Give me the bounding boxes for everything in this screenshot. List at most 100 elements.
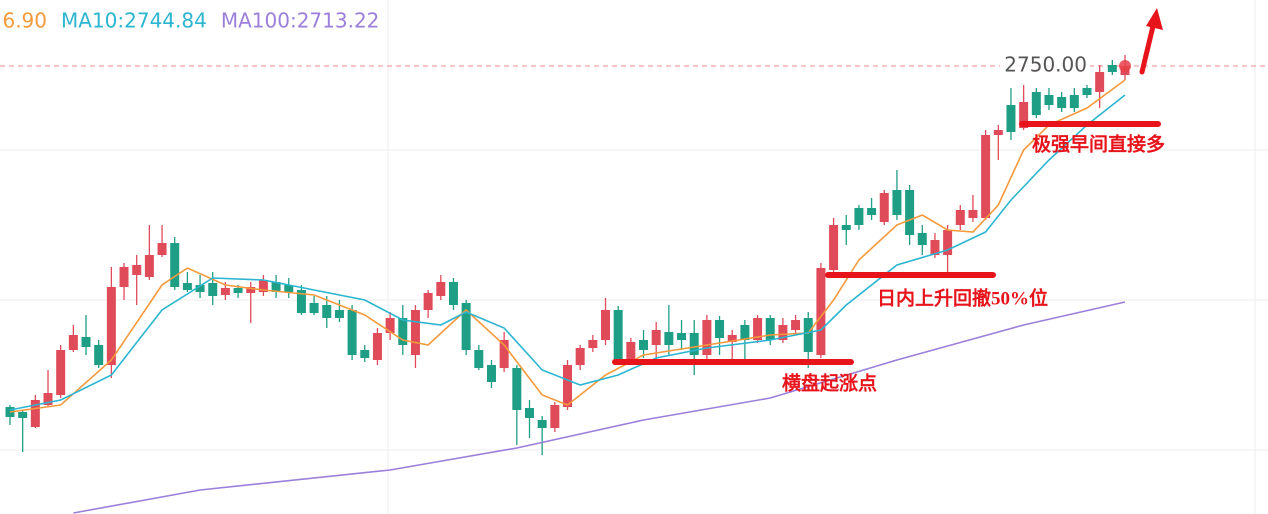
candle-body xyxy=(296,290,306,313)
candle-body xyxy=(943,230,953,255)
price-label: 2750.00 xyxy=(1004,53,1087,77)
candle-body xyxy=(702,320,712,355)
candle-body xyxy=(677,333,687,340)
candle-body xyxy=(803,318,813,352)
legend-entry: MA10:2744.84 xyxy=(61,9,207,33)
candle-body xyxy=(157,243,167,255)
candle-body xyxy=(322,305,332,318)
candle-body xyxy=(816,268,826,355)
candle-body xyxy=(740,325,750,340)
candle-body xyxy=(765,318,775,340)
legend-entry: 6.90 xyxy=(2,9,47,33)
candle-body xyxy=(575,348,585,365)
annotation: 日内上升回撤50%位 xyxy=(877,286,1048,309)
candle-body xyxy=(601,310,611,340)
candle-body xyxy=(271,282,281,292)
candle-body xyxy=(309,303,319,313)
candle-body xyxy=(170,243,180,287)
candle-body xyxy=(68,335,78,350)
candle-body xyxy=(639,340,649,350)
candle-body xyxy=(778,325,788,340)
candle-body xyxy=(195,285,205,292)
plot-area: 2750.00 xyxy=(0,53,1268,514)
candle-body xyxy=(398,318,408,345)
candle-body xyxy=(144,255,154,277)
annotation: 极强早间直接多 xyxy=(1032,132,1165,155)
candle-body xyxy=(829,225,839,270)
candle-body xyxy=(486,365,496,382)
candle-body xyxy=(347,310,357,355)
candle-body xyxy=(689,333,699,355)
candle-body xyxy=(1019,102,1029,128)
candle-body xyxy=(220,288,230,295)
candle-body xyxy=(1082,88,1092,95)
candle-body xyxy=(385,318,395,333)
candle-body xyxy=(372,333,382,360)
candle-body xyxy=(613,310,623,360)
ma-line xyxy=(9,79,1126,413)
candle-body xyxy=(18,412,28,418)
candle-body xyxy=(841,225,851,230)
candle-body xyxy=(524,408,534,418)
candle-body xyxy=(930,240,940,255)
candle-body xyxy=(1031,92,1041,115)
candle-body xyxy=(626,342,636,360)
candle-body xyxy=(905,190,915,235)
candle-body xyxy=(258,280,268,292)
candle-body xyxy=(753,318,763,340)
candle-body xyxy=(1006,105,1016,132)
candle-body xyxy=(284,285,294,292)
candle-body xyxy=(334,310,344,318)
candle-body xyxy=(892,190,902,215)
candle-body xyxy=(81,337,91,347)
candle-body xyxy=(106,287,116,365)
candle-body xyxy=(56,350,66,395)
candle-body xyxy=(461,303,471,350)
candle-body xyxy=(30,400,40,427)
annotation: 横盘起涨点 xyxy=(782,371,877,394)
candle-body xyxy=(993,130,1003,135)
candle-body xyxy=(588,340,598,348)
candle-body xyxy=(1069,95,1079,108)
ma-line xyxy=(73,301,1126,514)
candle-body xyxy=(981,135,991,218)
annotations: 极强早间直接多 日内上升回撤50%位 横盘起涨点 xyxy=(612,8,1165,394)
candle-body xyxy=(537,420,547,428)
candle-body xyxy=(182,283,192,290)
candle-body xyxy=(132,265,142,275)
candle-body xyxy=(664,332,674,345)
candle-body xyxy=(436,282,446,296)
candle-body xyxy=(233,288,243,293)
candle-body xyxy=(119,267,129,287)
candle-body xyxy=(512,368,522,410)
candle-body xyxy=(43,393,53,405)
candle-body xyxy=(651,330,661,345)
price-label-bg xyxy=(1000,53,1090,79)
legend: 6.90 MA10:2744.84 MA100:2713.22 xyxy=(2,9,379,33)
candle-body xyxy=(246,287,256,293)
candle-body xyxy=(917,233,927,245)
candle-body xyxy=(423,293,433,310)
candle-body xyxy=(955,210,965,225)
candle-body xyxy=(550,405,560,428)
candle-body xyxy=(94,345,104,365)
candle-body xyxy=(563,365,572,407)
candle-body xyxy=(879,193,889,222)
candle-body xyxy=(499,340,509,368)
candle-body xyxy=(854,208,864,225)
candle-body xyxy=(360,350,370,358)
candle-body xyxy=(208,283,218,296)
last-price-dot xyxy=(1119,60,1131,72)
candle-body xyxy=(1107,65,1117,72)
candle-body xyxy=(727,335,737,342)
up-arrow xyxy=(1139,8,1163,75)
candle-body xyxy=(410,310,420,355)
candle-body xyxy=(791,320,801,330)
ma-line xyxy=(9,94,1126,411)
legend-entry: MA100:2713.22 xyxy=(221,9,380,33)
candle-body xyxy=(474,350,484,368)
candle-body xyxy=(715,320,725,338)
candle-body xyxy=(1044,95,1054,105)
